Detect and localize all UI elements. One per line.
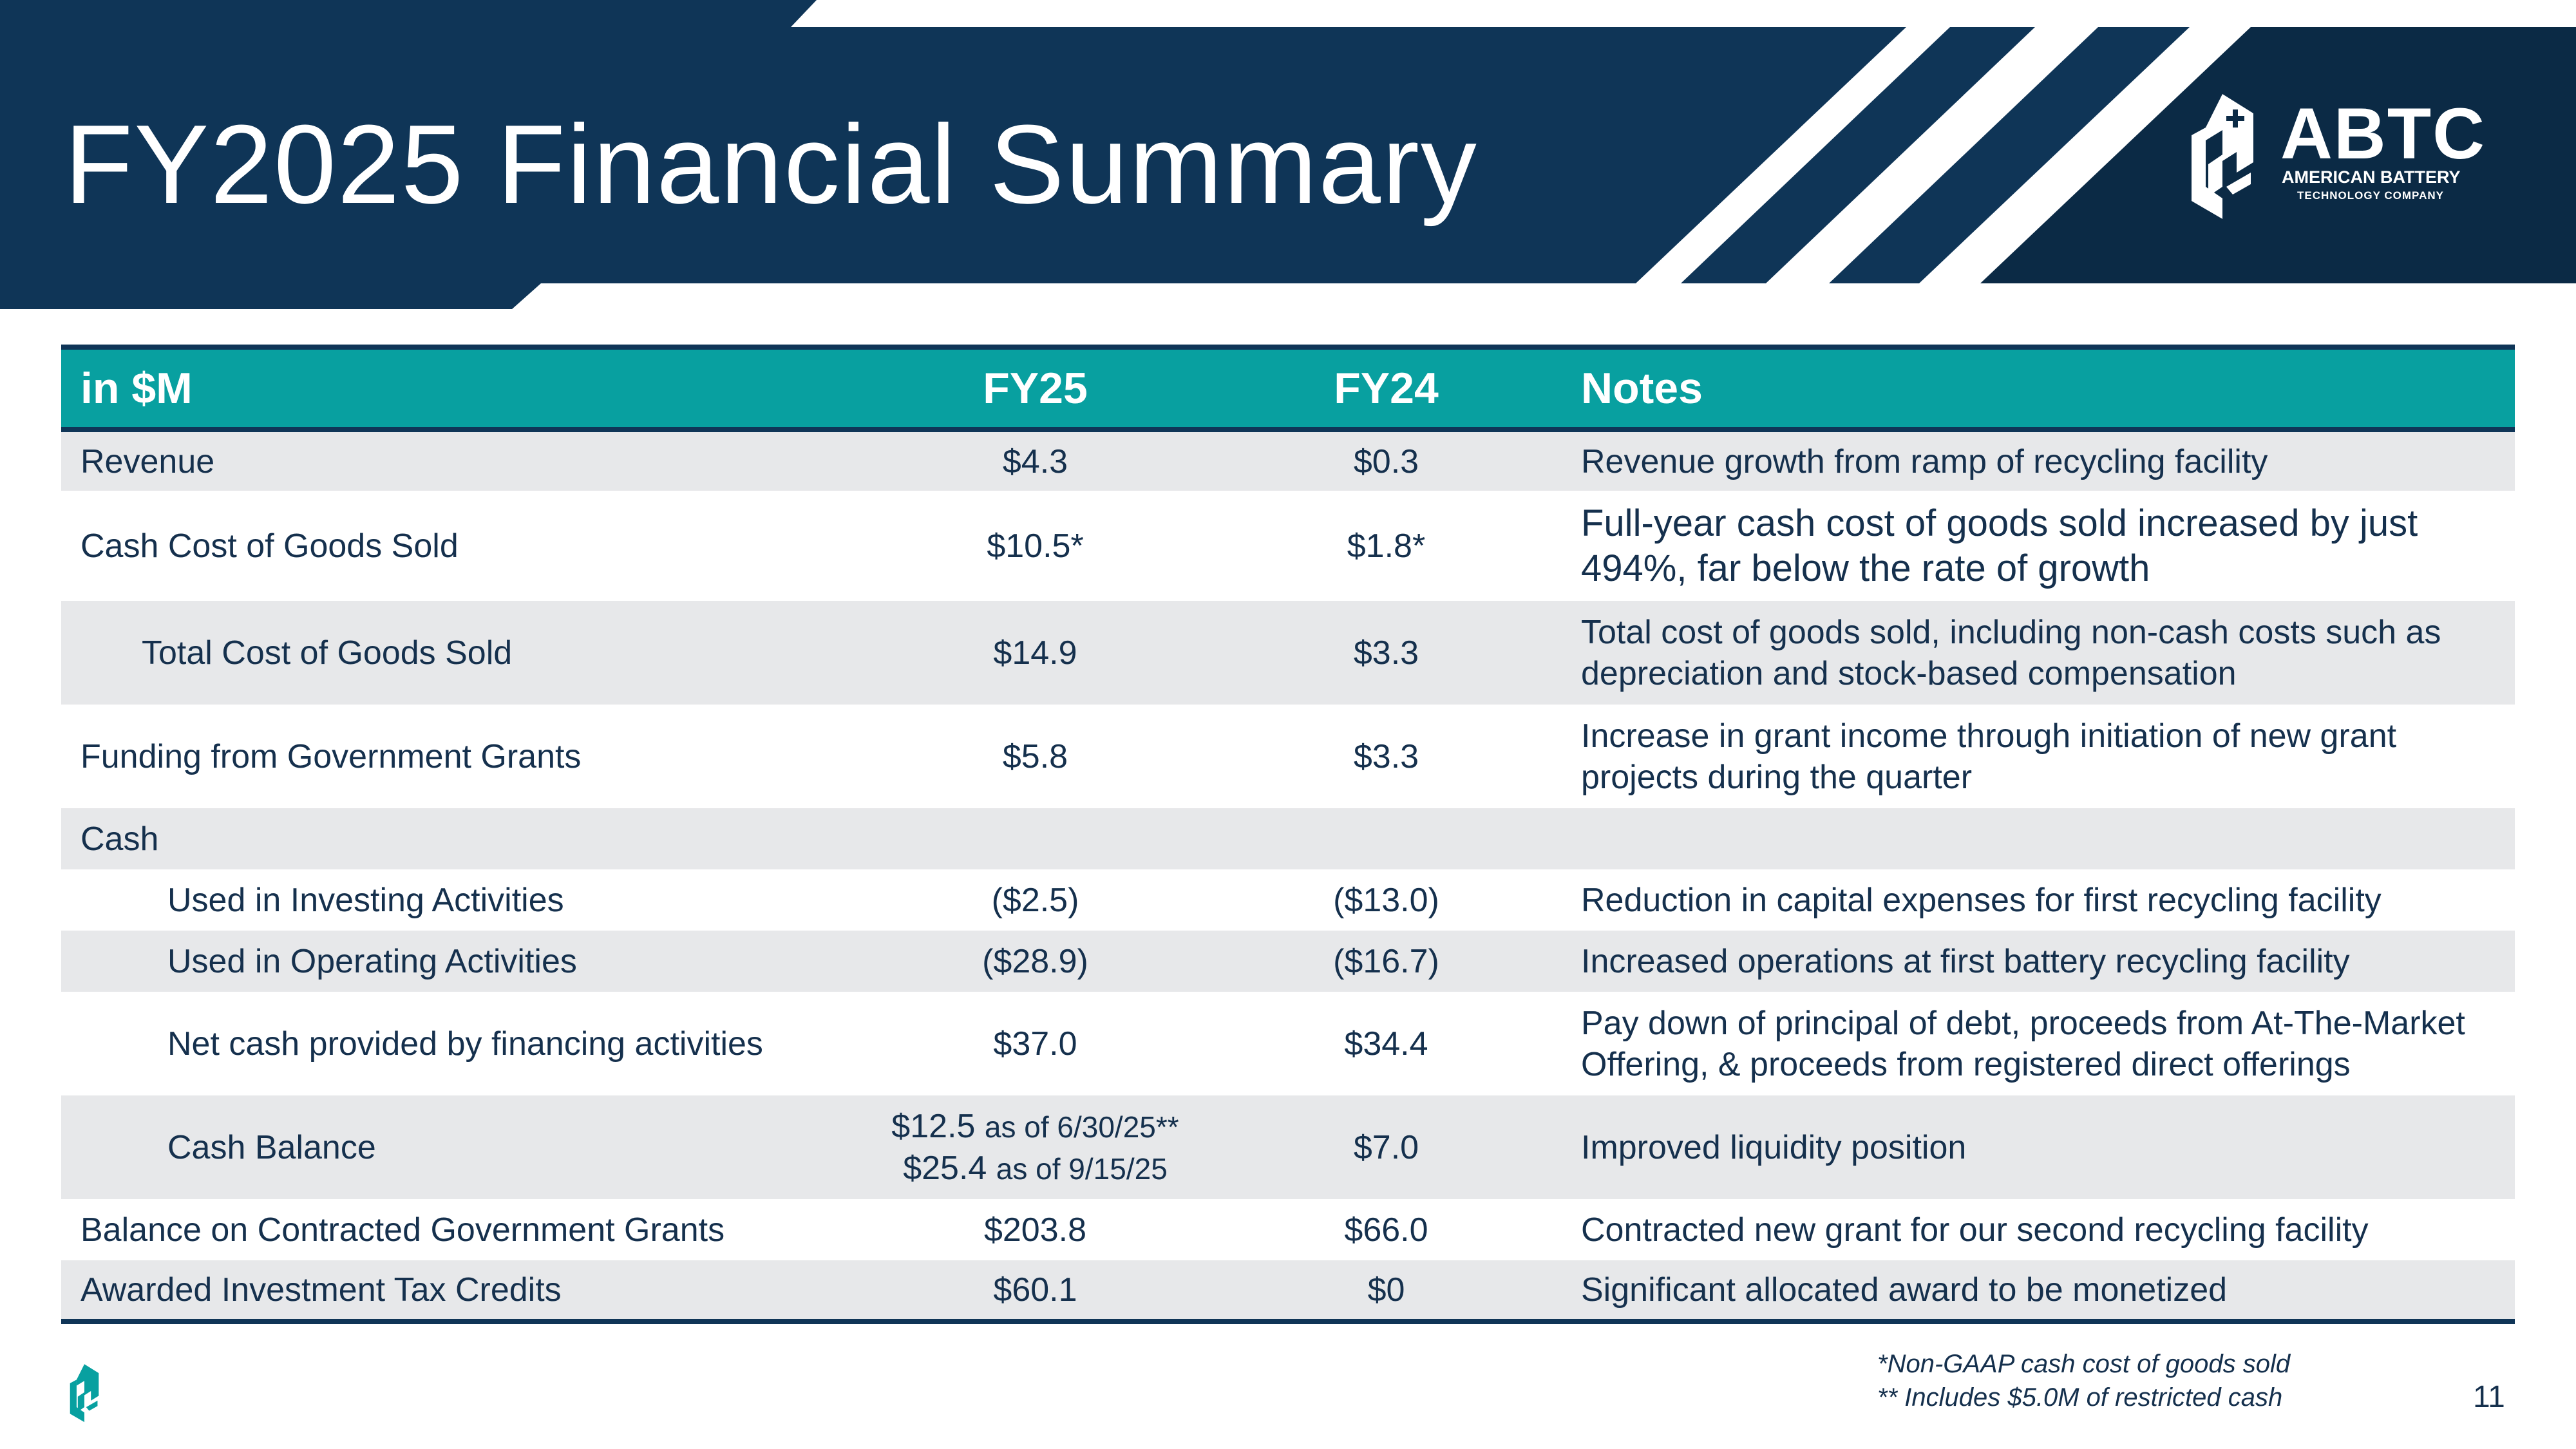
row-label: Awarded Investment Tax Credits (61, 1260, 860, 1321)
row-note: Reduction in capital expenses for first … (1581, 881, 2382, 919)
abtc-footer-icon (70, 1364, 99, 1423)
row-fy25-value: ($2.5) (991, 881, 1079, 919)
table-row: Balance on Contracted Government Grants … (61, 1199, 2515, 1260)
company-logo: ABTC AMERICAN BATTERY TECHNOLOGY COMPANY (2186, 90, 2486, 225)
page-number: 11 (2473, 1380, 2505, 1414)
row-fy25-value: $10.5* (987, 527, 1084, 565)
row-fy25-value: $37.0 (993, 1025, 1077, 1063)
row-label: Used in Investing Activities (167, 881, 564, 919)
row-fy24-value (1211, 808, 1562, 869)
cash-balance-date-1: as of 6/30/25** (984, 1110, 1179, 1144)
row-note: Improved liquidity position (1562, 1095, 2515, 1199)
row-label: Total Cost of Goods Sold (61, 601, 860, 705)
row-fy24-value: $66.0 (1344, 1211, 1428, 1249)
table-row: Cash Cost of Goods Sold $10.5* $1.8* Ful… (61, 491, 2515, 601)
row-fy24-value: ($13.0) (1333, 881, 1439, 919)
table-row: Revenue $4.3 $0.3 Revenue growth from ra… (61, 430, 2515, 491)
row-note: Increased operations at first battery re… (1562, 931, 2515, 992)
row-fy24-value: $7.0 (1211, 1095, 1562, 1199)
row-note: Full-year cash cost of goods sold increa… (1581, 502, 2418, 589)
cash-balance-value-1: $12.5 (891, 1107, 976, 1145)
row-fy24-value: $3.3 (1211, 601, 1562, 705)
row-fy25-value: $4.3 (860, 430, 1211, 491)
row-note: Revenue growth from ramp of recycling fa… (1562, 430, 2515, 491)
financial-summary-table: in $M FY25 FY24 Notes Revenue $4.3 $0.3 … (61, 345, 2515, 1324)
table-row: Cash Balance $12.5 as of 6/30/25** $25.4… (61, 1095, 2515, 1199)
row-note: Increase in grant income through initiat… (1581, 717, 2397, 796)
row-label: Cash Cost of Goods Sold (80, 527, 459, 565)
logo-company-name: AMERICAN BATTERY (2282, 167, 2461, 187)
page-title: FY2025 Financial Summary (64, 101, 1478, 227)
table-row: Funding from Government Grants $5.8 $3.3… (61, 705, 2515, 808)
row-fy24-value: $1.8* (1347, 527, 1426, 565)
row-fy25-value: $60.1 (860, 1260, 1211, 1321)
header-banner (0, 0, 2576, 309)
column-header-notes: Notes (1562, 347, 2515, 432)
table-row: Net cash provided by financing activitie… (61, 992, 2515, 1095)
row-fy25-value: $203.8 (983, 1211, 1087, 1249)
table-row: Used in Investing Activities ($2.5) ($13… (61, 869, 2515, 931)
row-label: Revenue (61, 430, 860, 491)
table-row: Used in Operating Activities ($28.9) ($1… (61, 931, 2515, 992)
logo-company-subtitle: TECHNOLOGY COMPANY (2297, 189, 2444, 202)
footnote-restricted-cash: ** Includes $5.0M of restricted cash (1877, 1383, 2283, 1412)
table-header-row: in $M FY25 FY24 Notes (61, 347, 2515, 432)
table-row: Awarded Investment Tax Credits $60.1 $0 … (61, 1260, 2515, 1321)
abtc-logo-icon (2192, 94, 2253, 219)
row-note (1562, 808, 2515, 869)
row-label: Cash (61, 808, 860, 869)
cash-balance-line-1: $12.5 as of 6/30/25** (860, 1106, 1211, 1148)
row-fy24-value: $0 (1211, 1260, 1562, 1321)
row-label: Used in Operating Activities (61, 931, 860, 992)
row-fy24-value: $0.3 (1211, 430, 1562, 491)
column-header-fy24: FY24 (1211, 347, 1562, 432)
header-main-band (0, 27, 1906, 283)
cash-balance-line-2: $25.4 as of 9/15/25 (860, 1148, 1211, 1189)
row-note: Pay down of principal of debt, proceeds … (1581, 1004, 2465, 1083)
footnote-non-gaap: *Non-GAAP cash cost of goods sold (1877, 1350, 2291, 1378)
row-note: Total cost of goods sold, including non-… (1562, 601, 2515, 705)
row-fy24-value: $3.3 (1353, 737, 1419, 775)
row-fy24-value: ($16.7) (1211, 931, 1562, 992)
cash-balance-value-2: $25.4 (903, 1149, 987, 1187)
column-header-fy25: FY25 (860, 347, 1211, 432)
row-label: Cash Balance (61, 1095, 860, 1199)
row-fy25-value: $14.9 (860, 601, 1211, 705)
table-row: Cash (61, 808, 2515, 869)
row-fy25-value (860, 808, 1211, 869)
footnotes: *Non-GAAP cash cost of goods sold ** Inc… (1877, 1347, 2290, 1414)
row-fy24-value: $34.4 (1344, 1025, 1428, 1063)
logo-abbreviation: ABTC (2280, 93, 2486, 174)
row-label: Funding from Government Grants (80, 737, 582, 775)
header-bottom-bar (0, 283, 541, 309)
column-header-label: in $M (61, 347, 860, 432)
row-note: Contracted new grant for our second recy… (1581, 1211, 2369, 1249)
header-right-panel (1980, 27, 2576, 283)
cash-balance-date-2: as of 9/15/25 (996, 1151, 1168, 1186)
header-stripe-1 (1681, 27, 2035, 283)
header-stripe-2 (1829, 27, 2190, 283)
row-label: Balance on Contracted Government Grants (80, 1211, 725, 1249)
header-top-bar (0, 0, 817, 27)
row-label: Net cash provided by financing activitie… (167, 1025, 763, 1063)
row-fy25-value: $5.8 (1002, 737, 1068, 775)
table-row: Total Cost of Goods Sold $14.9 $3.3 Tota… (61, 601, 2515, 705)
row-fy25-value: ($28.9) (860, 931, 1211, 992)
row-note: Significant allocated award to be moneti… (1562, 1260, 2515, 1321)
row-fy25-value: $12.5 as of 6/30/25** $25.4 as of 9/15/2… (860, 1095, 1211, 1199)
